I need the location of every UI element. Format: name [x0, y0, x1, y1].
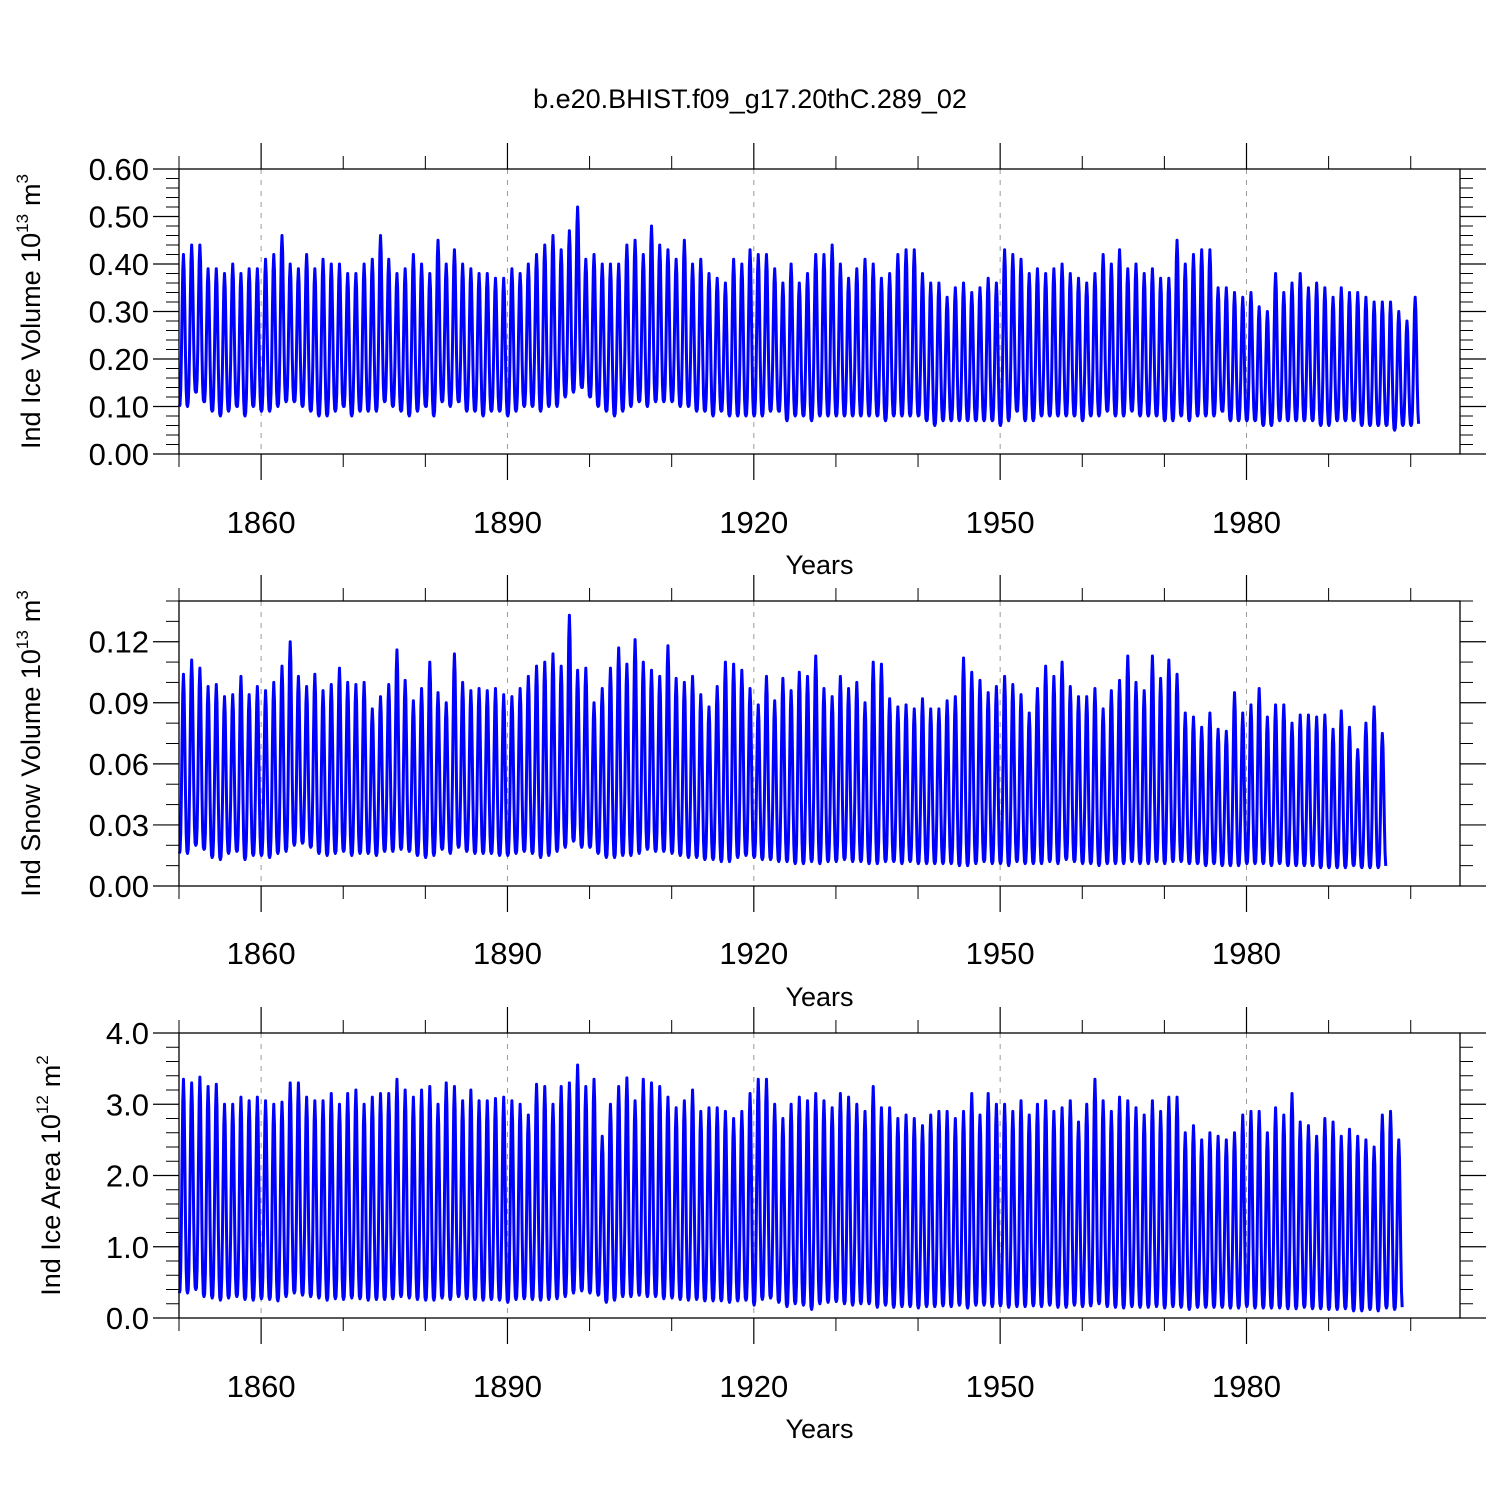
y-tick-label: 0.12 — [89, 625, 149, 660]
x-tick-label: 1950 — [966, 936, 1035, 971]
series-line-ind-ice-area — [177, 1063, 1404, 1313]
x-axis-label: Years — [785, 550, 853, 580]
y-axis-label-main: Ind Ice Volume 10 — [16, 233, 46, 449]
y-axis-label-exponent: 13 — [13, 630, 32, 649]
x-tick-label: 1920 — [719, 936, 788, 971]
x-tick-label: 1980 — [1212, 936, 1281, 971]
x-tick-label: 1980 — [1212, 1369, 1281, 1404]
y-axis-label-unit: m — [16, 600, 46, 623]
y-tick-label: 0.10 — [89, 390, 149, 425]
y-tick-label: 0.60 — [89, 152, 149, 187]
x-tick-label: 1920 — [719, 505, 788, 540]
y-tick-label: 1.0 — [106, 1230, 149, 1265]
y-tick-label: 0.20 — [89, 342, 149, 377]
y-axis-label-main: Ind Ice Area 10 — [36, 1114, 66, 1296]
chart-panel-2: 0.00 0.03 0.06 0.09 0.12 1860 1890 1920 1950 1980… — [13, 575, 1486, 1012]
y-axis-label-exponent: 12 — [33, 1095, 52, 1114]
y-axis-label-unit-exponent: 3 — [13, 174, 32, 183]
y-axis-label-main: Ind Snow Volume 10 — [16, 649, 46, 897]
y-axis-label-exponent: 13 — [13, 214, 32, 233]
y-tick-label: 3.0 — [106, 1087, 149, 1122]
y-tick-label: 0.30 — [89, 295, 149, 330]
y-axis-label: Ind Snow Volume 1013 m3 — [13, 590, 46, 897]
chart-panel-1: 0.00 0.10 0.20 0.30 0.40 0.50 0.60 1860 1890 1920… — [13, 143, 1486, 580]
x-tick-label: 1890 — [473, 1369, 542, 1404]
series-line-ind-snow-volume — [177, 613, 1388, 870]
x-tick-label: 1920 — [719, 1369, 788, 1404]
x-tick-label: 1860 — [227, 1369, 296, 1404]
y-axis-label: Ind Ice Area 1012 m2 — [33, 1055, 66, 1296]
y-axis-label: Ind Ice Volume 1013 m3 — [13, 174, 46, 449]
y-tick-label: 0.00 — [89, 437, 149, 472]
y-tick-label: 0.50 — [89, 200, 149, 235]
x-tick-label: 1860 — [227, 505, 296, 540]
y-axis-label-unit-exponent: 3 — [13, 590, 32, 599]
y-axis-label-unit-exponent: 2 — [33, 1055, 52, 1064]
x-axis-label: Years — [785, 982, 853, 1012]
y-tick-label: 0.0 — [106, 1301, 149, 1336]
y-axis-label-unit: m — [36, 1065, 66, 1088]
x-tick-label: 1950 — [966, 1369, 1035, 1404]
panels: 0.00 0.10 0.20 0.30 0.40 0.50 0.60 1860 1890 1920… — [13, 143, 1486, 1444]
series-line-ind-ice-volume — [177, 205, 1421, 432]
figure-title: b.e20.BHIST.f09_g17.20thC.289_02 — [533, 84, 967, 114]
y-axis-label-unit: m — [16, 183, 46, 206]
x-tick-label: 1980 — [1212, 505, 1281, 540]
x-tick-label: 1860 — [227, 936, 296, 971]
y-tick-label: 2.0 — [106, 1159, 149, 1194]
y-tick-label: 0.09 — [89, 686, 149, 721]
chart-panel-3: 0.0 1.0 2.0 3.0 4.0 1860 1890 1920 1950 1980 Years… — [33, 1007, 1486, 1444]
x-tick-label: 1950 — [966, 505, 1035, 540]
y-tick-label: 0.06 — [89, 747, 149, 782]
x-tick-label: 1890 — [473, 936, 542, 971]
y-tick-label: 0.00 — [89, 869, 149, 904]
y-tick-label: 4.0 — [106, 1016, 149, 1051]
x-axis-label: Years — [785, 1414, 853, 1444]
x-tick-label: 1890 — [473, 505, 542, 540]
y-tick-label: 0.03 — [89, 808, 149, 843]
y-tick-label: 0.40 — [89, 247, 149, 282]
